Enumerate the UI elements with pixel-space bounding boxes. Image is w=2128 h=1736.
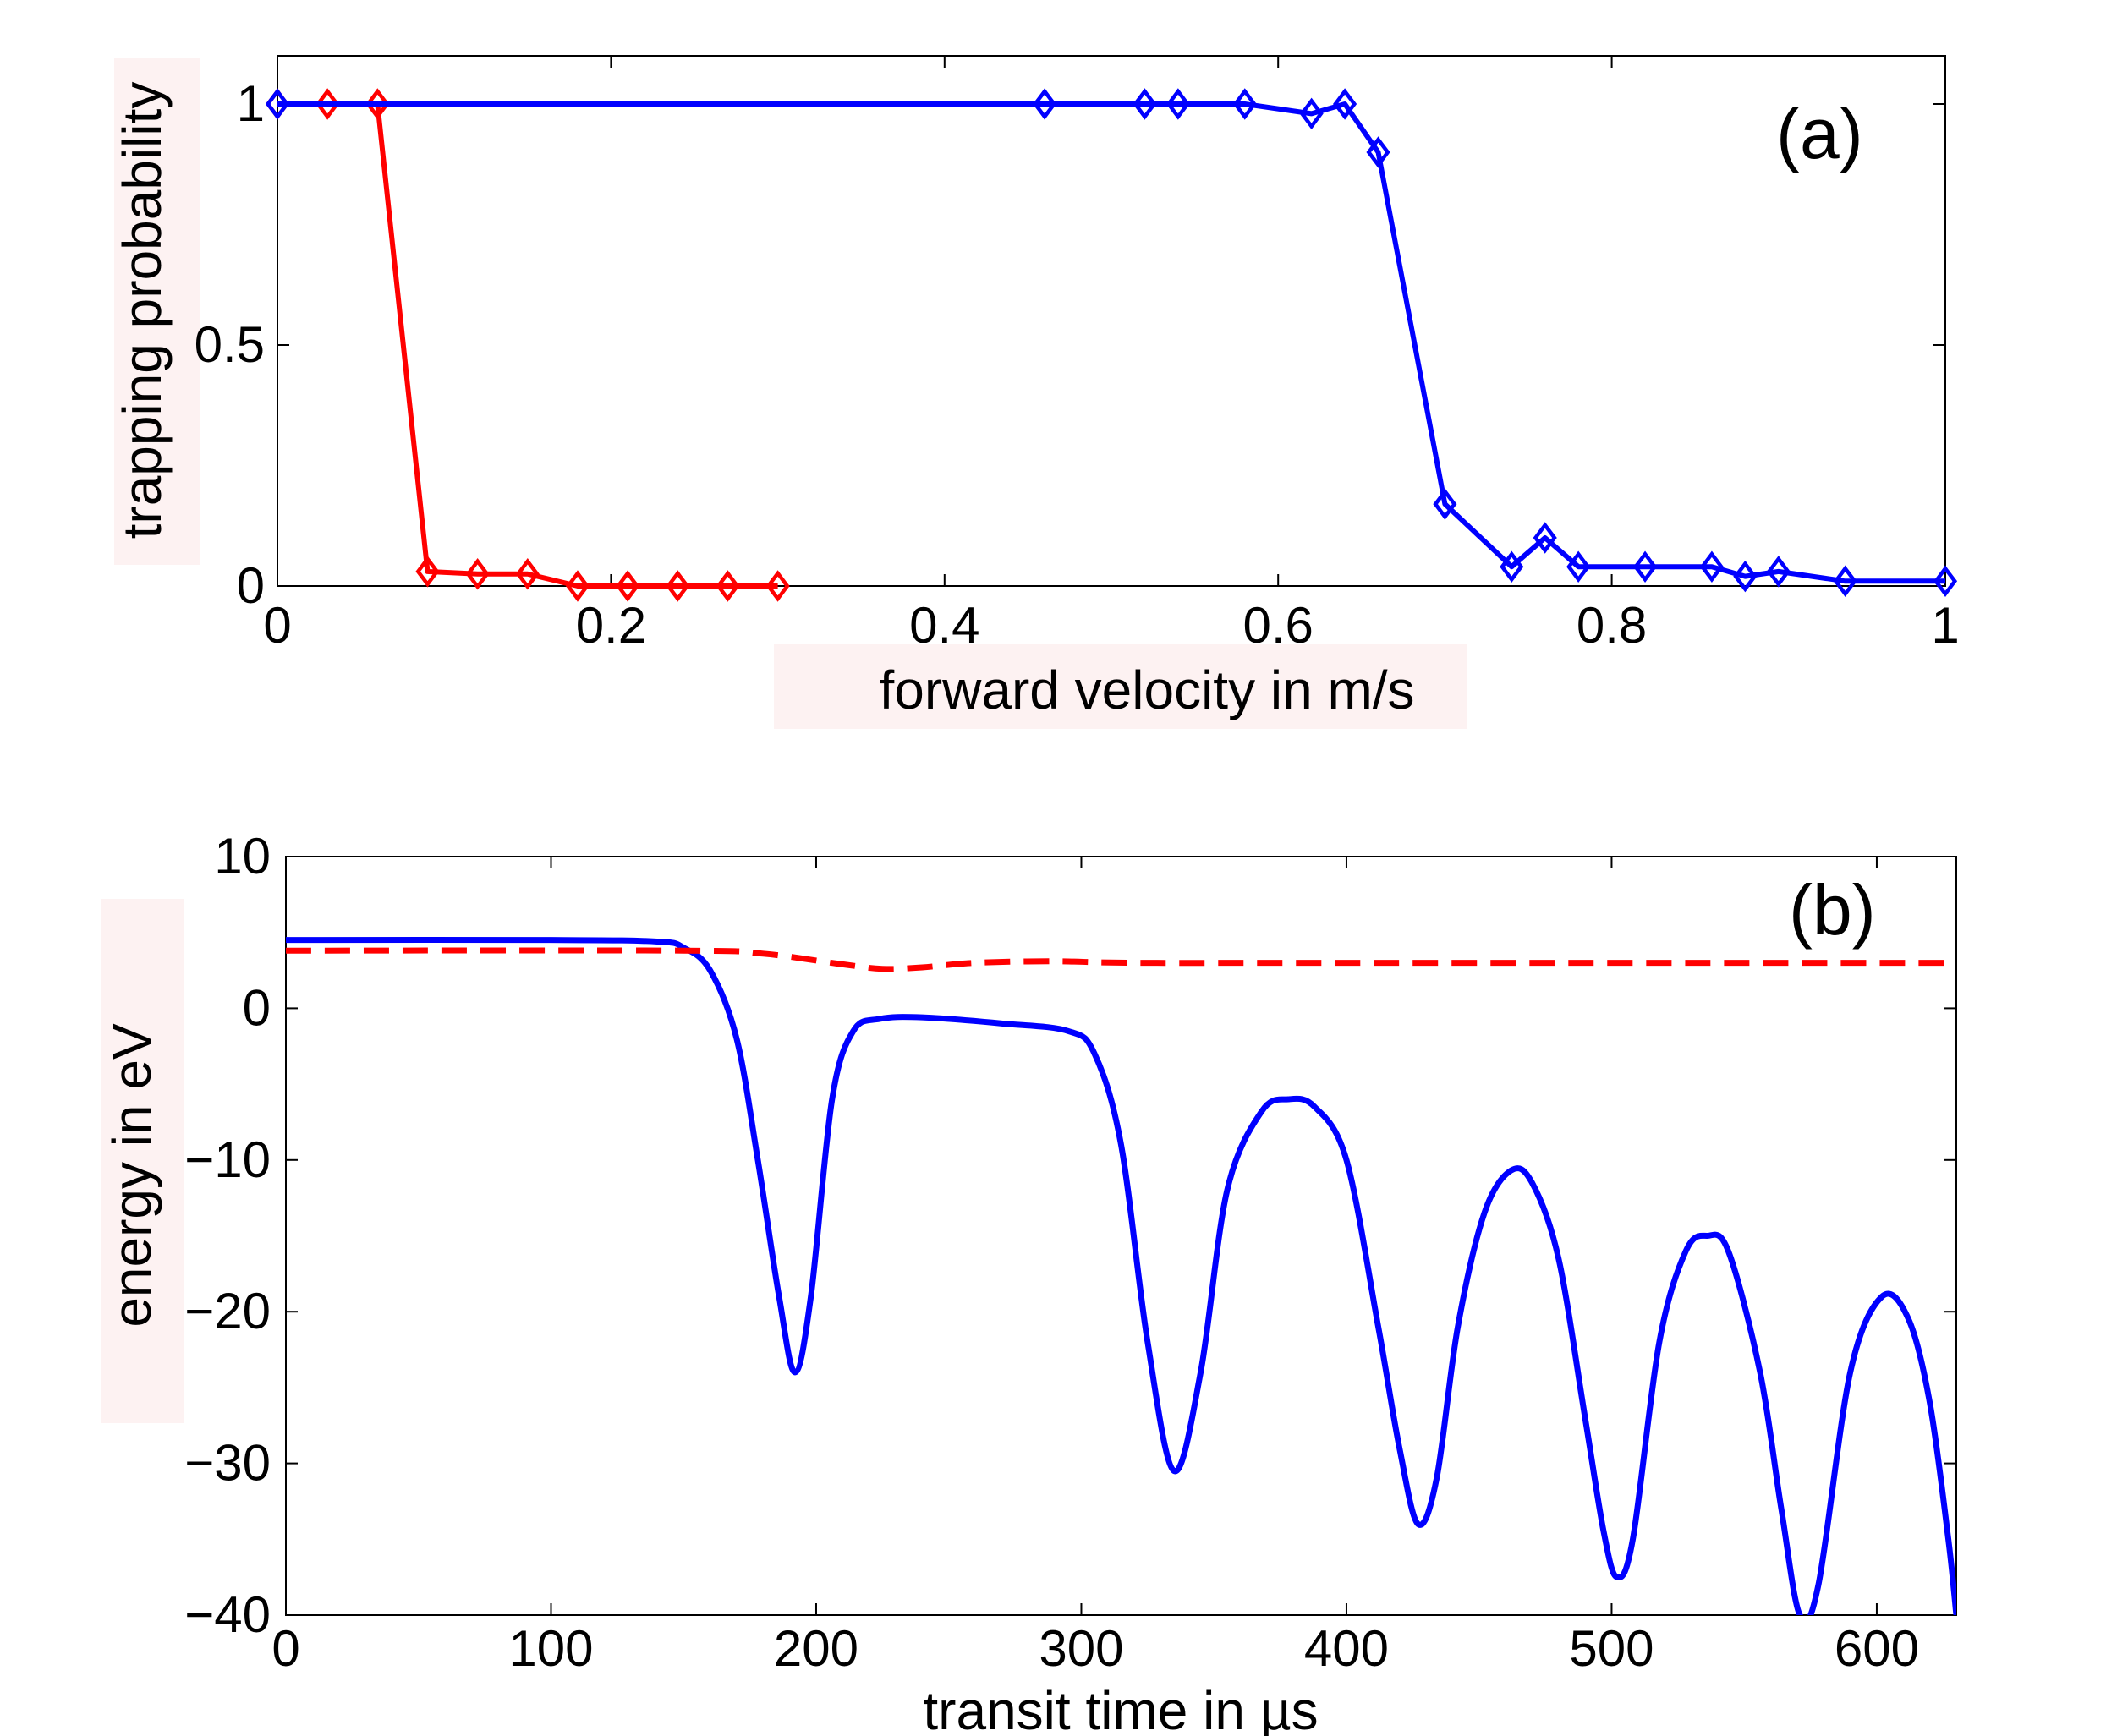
panel-b-ylabel: energy in eV [101,1023,162,1328]
x-tick-label: 1 [1931,597,1959,654]
x-tick-label: 0.8 [1577,597,1647,654]
data-point-marker [1533,522,1557,554]
y-tick-label: 0 [243,979,271,1036]
data-point-marker [1333,88,1357,120]
x-tick-label: 0.2 [576,597,646,654]
data-point-marker [1232,88,1257,120]
y-tick-label: −40 [184,1586,271,1643]
data-point-marker [1500,550,1524,583]
data-point-marker [415,556,440,588]
panel-b-axes-frame [285,856,1957,1616]
x-tick-label: 0.6 [1242,597,1313,654]
panel-b-label: (b) [1789,870,1876,950]
series-line [277,101,778,589]
data-point-marker [315,88,340,120]
panel-a-ylabel-highlight [114,58,200,565]
series-line [286,937,1956,1615]
panel-b-xlabel: transit time in µs [923,1680,1318,1736]
x-tick-label: 100 [508,1620,593,1677]
x-tick-label: 0 [271,1620,299,1677]
panel-a-xlabel-highlight [774,644,1467,729]
data-point-marker [265,88,290,120]
data-point-marker [1133,88,1157,120]
data-point-marker [1366,136,1390,168]
y-tick-label: 0.5 [195,316,265,373]
data-point-marker [1033,88,1057,120]
data-point-marker [616,570,640,602]
data-point-marker [1833,565,1857,598]
data-point-marker [765,570,790,602]
series-blue-solid [286,937,1956,1615]
y-tick-label: 1 [237,75,265,132]
x-tick-label: 200 [774,1620,858,1677]
data-point-marker [465,558,490,590]
data-point-marker [565,570,590,602]
y-tick-label: 10 [214,828,271,884]
data-point-marker [1766,556,1791,588]
data-point-marker [1299,97,1324,130]
panel-b-ylabel-highlight [101,899,184,1423]
y-tick-label: −30 [184,1435,271,1492]
data-point-marker [1733,560,1758,593]
y-tick-label: −20 [184,1283,271,1339]
panel-a: 0 0.2 0.4 0.6 0.8 1 0 0.5 1 (a) forward velocity… [112,55,1960,729]
panel-a-series [265,88,1958,602]
x-tick-label: 600 [1835,1620,1919,1677]
data-point-marker [716,570,740,602]
panel-a-ticks [277,56,1946,587]
series-line [286,947,1956,972]
y-tick-label: −10 [184,1131,271,1188]
panel-b-series [286,937,1956,1615]
x-tick-label: 400 [1304,1620,1389,1677]
y-tick-label: 0 [237,557,265,614]
series-blue [265,88,1958,598]
x-tick-label: 0 [263,597,291,654]
series-red [265,88,790,602]
panel-a-label: (a) [1776,94,1863,173]
data-point-marker [1165,88,1190,120]
data-point-marker [1566,550,1591,583]
panel-a-xlabel: forward velocity in m/s [879,660,1414,720]
x-tick-label: 0.4 [909,597,979,654]
panel-a-tick-labels: 0 0.2 0.4 0.6 0.8 1 0 0.5 1 [195,75,1960,654]
data-point-marker [1433,488,1457,520]
panel-a-axes-frame [277,55,1946,587]
series-line [277,101,1945,584]
x-tick-label: 500 [1569,1620,1654,1677]
data-point-marker [365,88,390,120]
series-red-dashed [286,947,1956,972]
data-point-marker [1632,550,1658,583]
data-point-marker [515,558,540,590]
data-point-marker [666,570,690,602]
data-point-marker [1933,565,1958,598]
x-tick-label: 300 [1039,1620,1123,1677]
data-point-marker [1699,550,1724,583]
panel-a-ylabel: trapping probability [112,82,173,539]
